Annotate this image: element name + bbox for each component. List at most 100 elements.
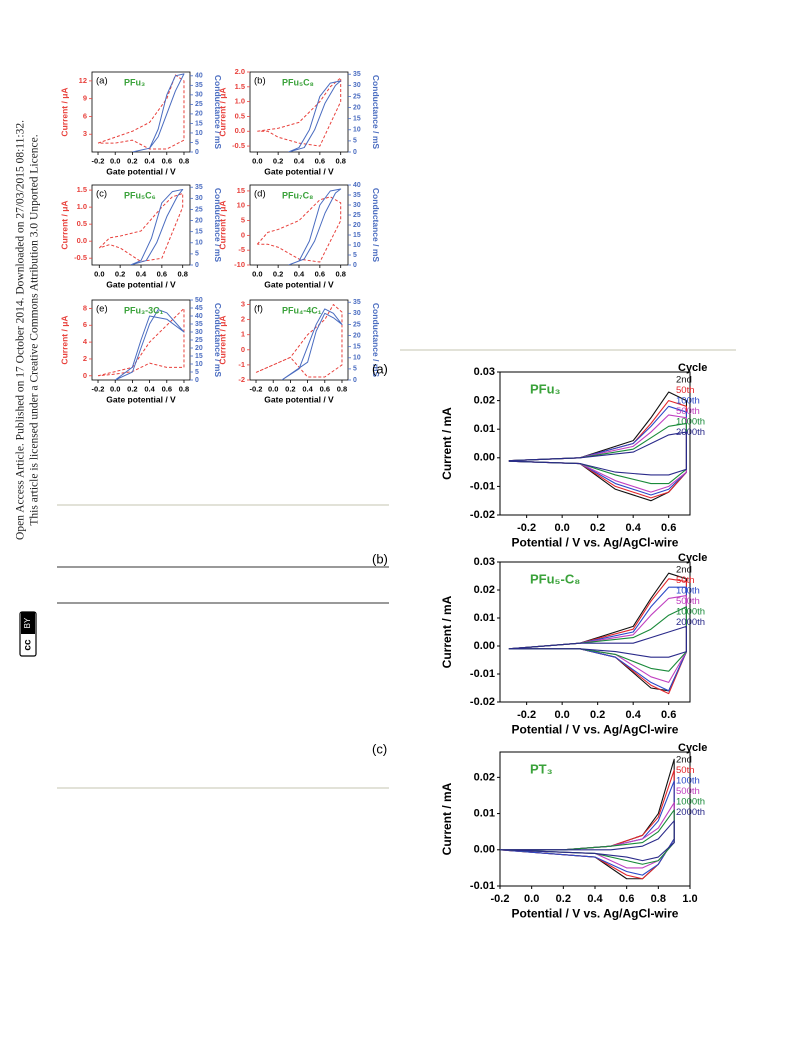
y-tick-label: 2 <box>241 315 245 324</box>
y2-tick-label: 50 <box>195 297 203 304</box>
y-tick-label: 0.02 <box>474 771 495 783</box>
y-tick-label: 0 <box>241 230 245 239</box>
y-tick-label: 4 <box>83 337 88 346</box>
x-tick-label: 0.4 <box>587 893 603 905</box>
legend-entry: 500th <box>676 406 700 417</box>
x-tick-label: 0.2 <box>127 385 137 394</box>
x-tick-label: 0.0 <box>94 270 104 279</box>
y-axis-label: Current / μA <box>217 315 227 364</box>
x-tick-label: 0.8 <box>177 270 187 279</box>
y-tick-label: 3 <box>241 300 245 309</box>
plot-frame <box>249 299 349 381</box>
series-line <box>508 391 687 502</box>
badge-dark <box>21 612 35 634</box>
chart: 0.0 0.2 0.4 0.6 0.8 -0.5 0.0 0.5 1.0 1.5 2.0 0 5 10 15… <box>217 67 381 177</box>
y-tick-label: 5 <box>241 216 245 225</box>
chart: 0.0 0.2 0.4 0.6 0.8 -10 -5 0 5 10 15 0 5 10 15 20 25 30 35… <box>217 182 381 290</box>
y-tick-label: 0.5 <box>77 219 87 228</box>
x-axis-label: Gate potential / V <box>106 395 176 405</box>
series-line <box>130 188 184 265</box>
x-axis-label: Gate potential / V <box>106 280 176 290</box>
x-axis-label: Gate potential / V <box>264 167 334 177</box>
y-tick-label: 0.02 <box>474 395 495 407</box>
x-tick-label: 0.2 <box>556 893 571 905</box>
legend-title: Cycle <box>678 362 707 374</box>
series-line <box>288 80 342 152</box>
y2-tick-label: 20 <box>353 222 361 229</box>
plot-frame <box>499 561 691 703</box>
y-tick-label: 12 <box>79 76 87 85</box>
y-tick-label: 0 <box>241 345 245 354</box>
x-tick-label: 0.0 <box>252 270 262 279</box>
y-tick-label: 0.5 <box>235 111 245 120</box>
series-line <box>281 308 343 380</box>
y-tick-label: -5 <box>238 245 245 254</box>
y2-tick-label: 30 <box>353 82 361 89</box>
x-axis-label: Gate potential / V <box>264 280 334 290</box>
y-tick-label: 2.0 <box>235 67 245 76</box>
x-tick-label: 0.2 <box>273 270 283 279</box>
y2-tick-label: 35 <box>353 192 361 199</box>
x-tick-label: 0.2 <box>590 709 605 721</box>
x-tick-label: 0.2 <box>115 270 125 279</box>
y2-tick-label: 0 <box>195 149 199 156</box>
y2-tick-label: 30 <box>195 329 203 336</box>
series-line <box>98 193 184 263</box>
y2-axis-label: Conductance / mS <box>213 188 223 262</box>
y2-tick-label: 35 <box>353 71 361 78</box>
y2-axis-label: Conductance / mS <box>371 303 381 377</box>
x-tick-label: 0.2 <box>590 522 605 534</box>
y-tick-label: -0.5 <box>232 141 245 150</box>
y2-tick-label: 25 <box>353 321 361 328</box>
y-tick-label: 0.00 <box>474 452 495 464</box>
y2-tick-label: 15 <box>353 343 361 350</box>
x-tick-label: -0.2 <box>491 893 510 905</box>
y2-tick-label: 25 <box>353 93 361 100</box>
y2-tick-label: 30 <box>195 92 203 99</box>
series-line <box>256 196 342 263</box>
y2-tick-label: 30 <box>195 195 203 202</box>
x-tick-label: 0.0 <box>555 522 570 534</box>
x-tick-label: 0.8 <box>179 157 189 166</box>
chart: -0.2 0.0 0.2 0.4 0.6 0.03 0.02 0.01 0.00 -0.01 -0.… <box>372 551 707 736</box>
y-tick-label: 1.0 <box>235 97 245 106</box>
x-tick-label: 0.6 <box>157 270 167 279</box>
y2-tick-label: 15 <box>195 120 203 127</box>
legend-entry: 500th <box>676 596 700 607</box>
y2-tick-label: 30 <box>353 202 361 209</box>
y-tick-label: -2 <box>238 375 245 384</box>
y-tick-label: -10 <box>234 260 245 269</box>
y2-tick-label: 35 <box>353 299 361 306</box>
panel-label: (d) <box>254 189 266 200</box>
panel-title: PFu₃ <box>530 381 561 396</box>
x-tick-label: 0.0 <box>524 893 539 905</box>
y2-tick-label: 30 <box>353 310 361 317</box>
x-tick-label: 0.2 <box>285 385 295 394</box>
y-tick-label: 1 <box>241 330 245 339</box>
y2-tick-label: 15 <box>195 353 203 360</box>
x-tick-label: 0.4 <box>136 270 147 279</box>
y2-tick-label: 10 <box>195 361 203 368</box>
panel-label: (e) <box>96 304 108 315</box>
cc-badge: cc BY <box>19 611 37 657</box>
y-axis-label: Current / mA <box>440 782 454 855</box>
legend-entry: 1000th <box>676 607 705 618</box>
chart: -0.2 0.0 0.2 0.4 0.6 0.8-2-101230510152025303… <box>217 299 381 404</box>
x-tick-label: 0.0 <box>555 709 570 721</box>
panel-title: PFu₃ <box>124 77 145 87</box>
y2-tick-label: 20 <box>353 332 361 339</box>
legend-entry: 500th <box>676 786 700 797</box>
series-line <box>508 414 687 493</box>
series-line <box>500 758 675 880</box>
legend-entry: 50th <box>676 765 695 776</box>
y2-tick-label: 10 <box>195 130 203 137</box>
x-tick-label: 1.0 <box>682 893 697 905</box>
series-line <box>508 625 687 658</box>
y2-tick-label: 35 <box>195 82 203 89</box>
side-note: This article is licensed under a Creativ… <box>29 134 41 525</box>
y-tick-label: 3 <box>83 129 87 138</box>
y-tick-label: 0.03 <box>474 366 495 378</box>
panel-title: PFu₅-C₈ <box>530 571 580 586</box>
x-tick-label: 0.2 <box>127 157 137 166</box>
